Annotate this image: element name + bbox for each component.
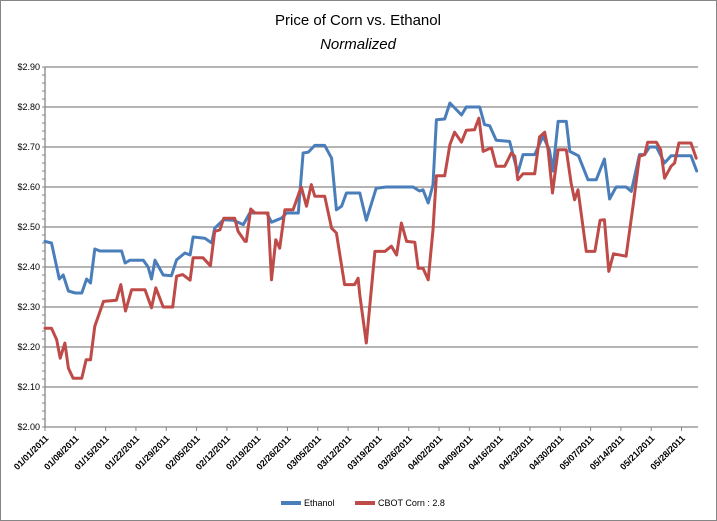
chart-title: Price of Corn vs. Ethanol <box>275 12 441 29</box>
gridlines <box>45 66 698 388</box>
series-line-ethanol <box>43 101 699 295</box>
legend-label: Ethanol <box>304 498 335 508</box>
y-tick-label: $2.00 <box>17 422 40 432</box>
series-line-cbot-corn <box>43 116 698 380</box>
y-tick-label: $2.70 <box>17 142 40 152</box>
chart-subtitle: Normalized <box>320 36 397 53</box>
y-tick-label: $2.20 <box>17 342 40 352</box>
y-tick-label: $2.10 <box>17 382 40 392</box>
y-tick-label: $2.40 <box>17 262 40 272</box>
legend: Ethanol CBOT Corn : 2.8 <box>281 498 445 508</box>
y-tick-label: $2.50 <box>17 222 40 232</box>
y-tick-label: $2.80 <box>17 102 40 112</box>
legend-label: CBOT Corn : 2.8 <box>378 498 445 508</box>
y-tick-label: $2.90 <box>17 62 40 72</box>
y-tick-label: $2.60 <box>17 182 40 192</box>
y-tick-label: $2.30 <box>17 302 40 312</box>
series-lines <box>43 101 699 380</box>
